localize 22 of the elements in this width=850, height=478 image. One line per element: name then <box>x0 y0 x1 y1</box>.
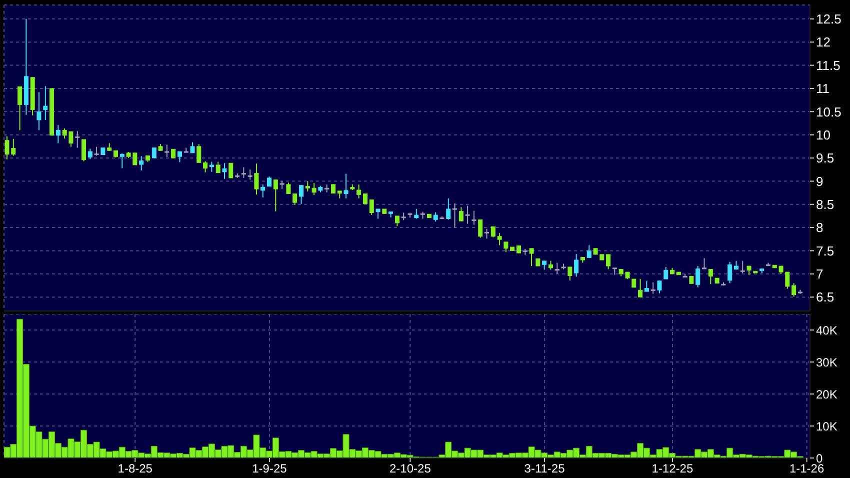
x-tick-label: 3-11-25 <box>524 462 566 476</box>
y-tick-label: 20K <box>816 387 838 402</box>
x-tick-label: 2-10-25 <box>390 462 432 476</box>
y-tick-label: 9 <box>816 174 824 189</box>
y-tick-label: 10.5 <box>816 104 842 120</box>
y-tick-label: 12 <box>816 34 830 50</box>
x-tick-label: 1-12-25 <box>652 462 694 476</box>
y-tick-label: 8 <box>816 220 824 236</box>
x-tick-label: 1-8-25 <box>118 462 153 476</box>
x-tick-label: 1-9-25 <box>252 462 288 476</box>
y-tick-label: 6.5 <box>816 290 834 305</box>
y-tick-label: 10 <box>816 127 830 142</box>
y-tick-label: 11 <box>816 81 830 96</box>
y-tick-label: 11.5 <box>816 58 840 73</box>
y-tick-label: 7.5 <box>816 243 834 258</box>
y-tick-label: 10K <box>816 419 838 434</box>
y-tick-label: 30K <box>816 355 838 370</box>
y-tick-label: 8.5 <box>816 196 834 212</box>
y-tick-label: 12.5 <box>816 12 842 27</box>
y-tick-label: 40K <box>816 323 838 338</box>
y-tick-label: 7 <box>816 266 824 282</box>
y-tick-label: 9.5 <box>816 150 834 166</box>
